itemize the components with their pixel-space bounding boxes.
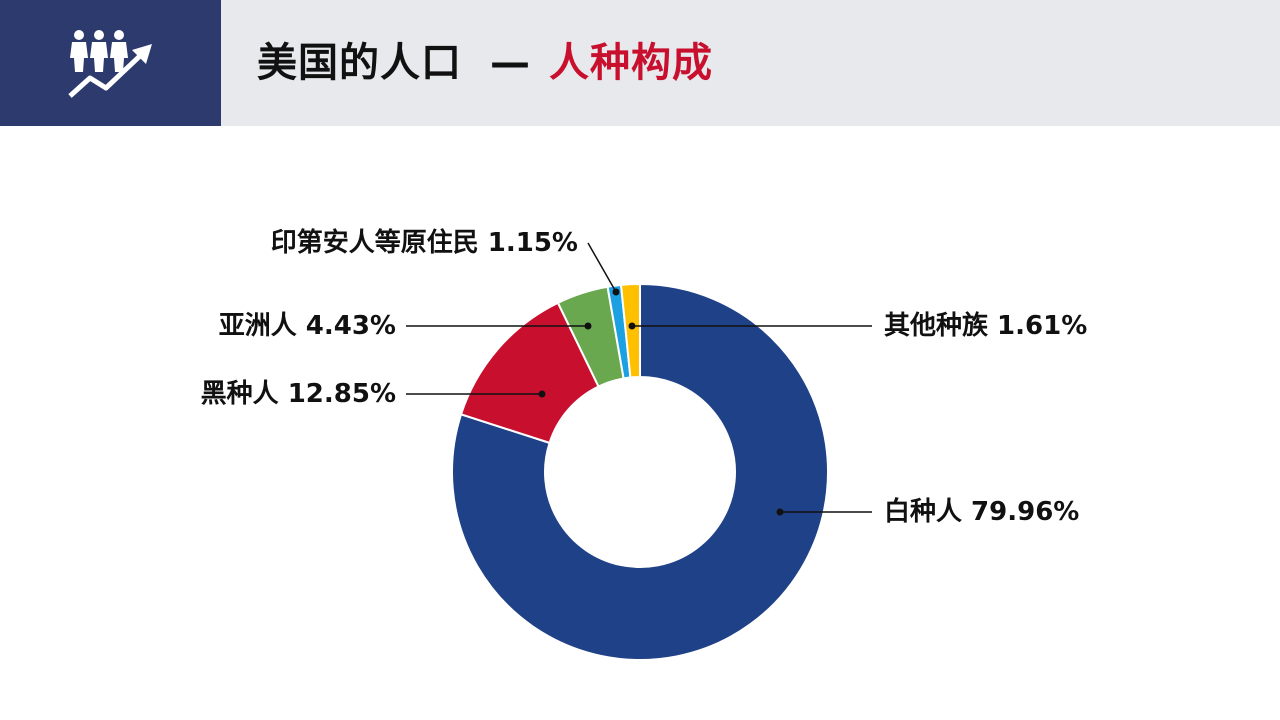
title-main: 美国的人口 (257, 40, 462, 86)
title-accent: 人种构成 (549, 40, 713, 86)
slice-3-leader-dot (612, 288, 620, 296)
slice-2-data-label: 亚洲人 4.43% (219, 311, 396, 341)
page-title: 美国的人口 — 人种构成 (257, 32, 713, 94)
slice-2-leader-dot (584, 322, 592, 330)
slice-1-leader-dot (538, 390, 546, 398)
chart-leader-lines (406, 242, 872, 516)
slice-4-segment (619, 282, 641, 379)
slice-3-data-label: 印第安人等原住民 1.15% (271, 227, 578, 258)
slice-1-data-label: 黑种人 12.85% (201, 379, 396, 409)
chart-labels: 白种人 79.96% 黑种人 12.85% 亚洲人 4.43% 印第安人等原住民 1.… (201, 227, 1088, 527)
logo-box (0, 0, 221, 126)
slice-4-leader-dot (628, 322, 636, 330)
donut-chart: 白种人 79.96% 黑种人 12.85% 亚洲人 4.43% 印第安人等原住民 1.… (201, 227, 1088, 661)
people-growth-icon (68, 30, 152, 98)
chart-slices (451, 282, 829, 661)
slice-0-data-label: 白种人 79.96% (884, 496, 1079, 527)
slice-0-leader-dot (776, 508, 784, 516)
slice-4-data-label: 其他种族 1.61% (884, 310, 1087, 341)
title-dash: — (490, 40, 531, 86)
slice-3-leader-line (587, 242, 617, 293)
slice-0-segment (451, 282, 829, 661)
